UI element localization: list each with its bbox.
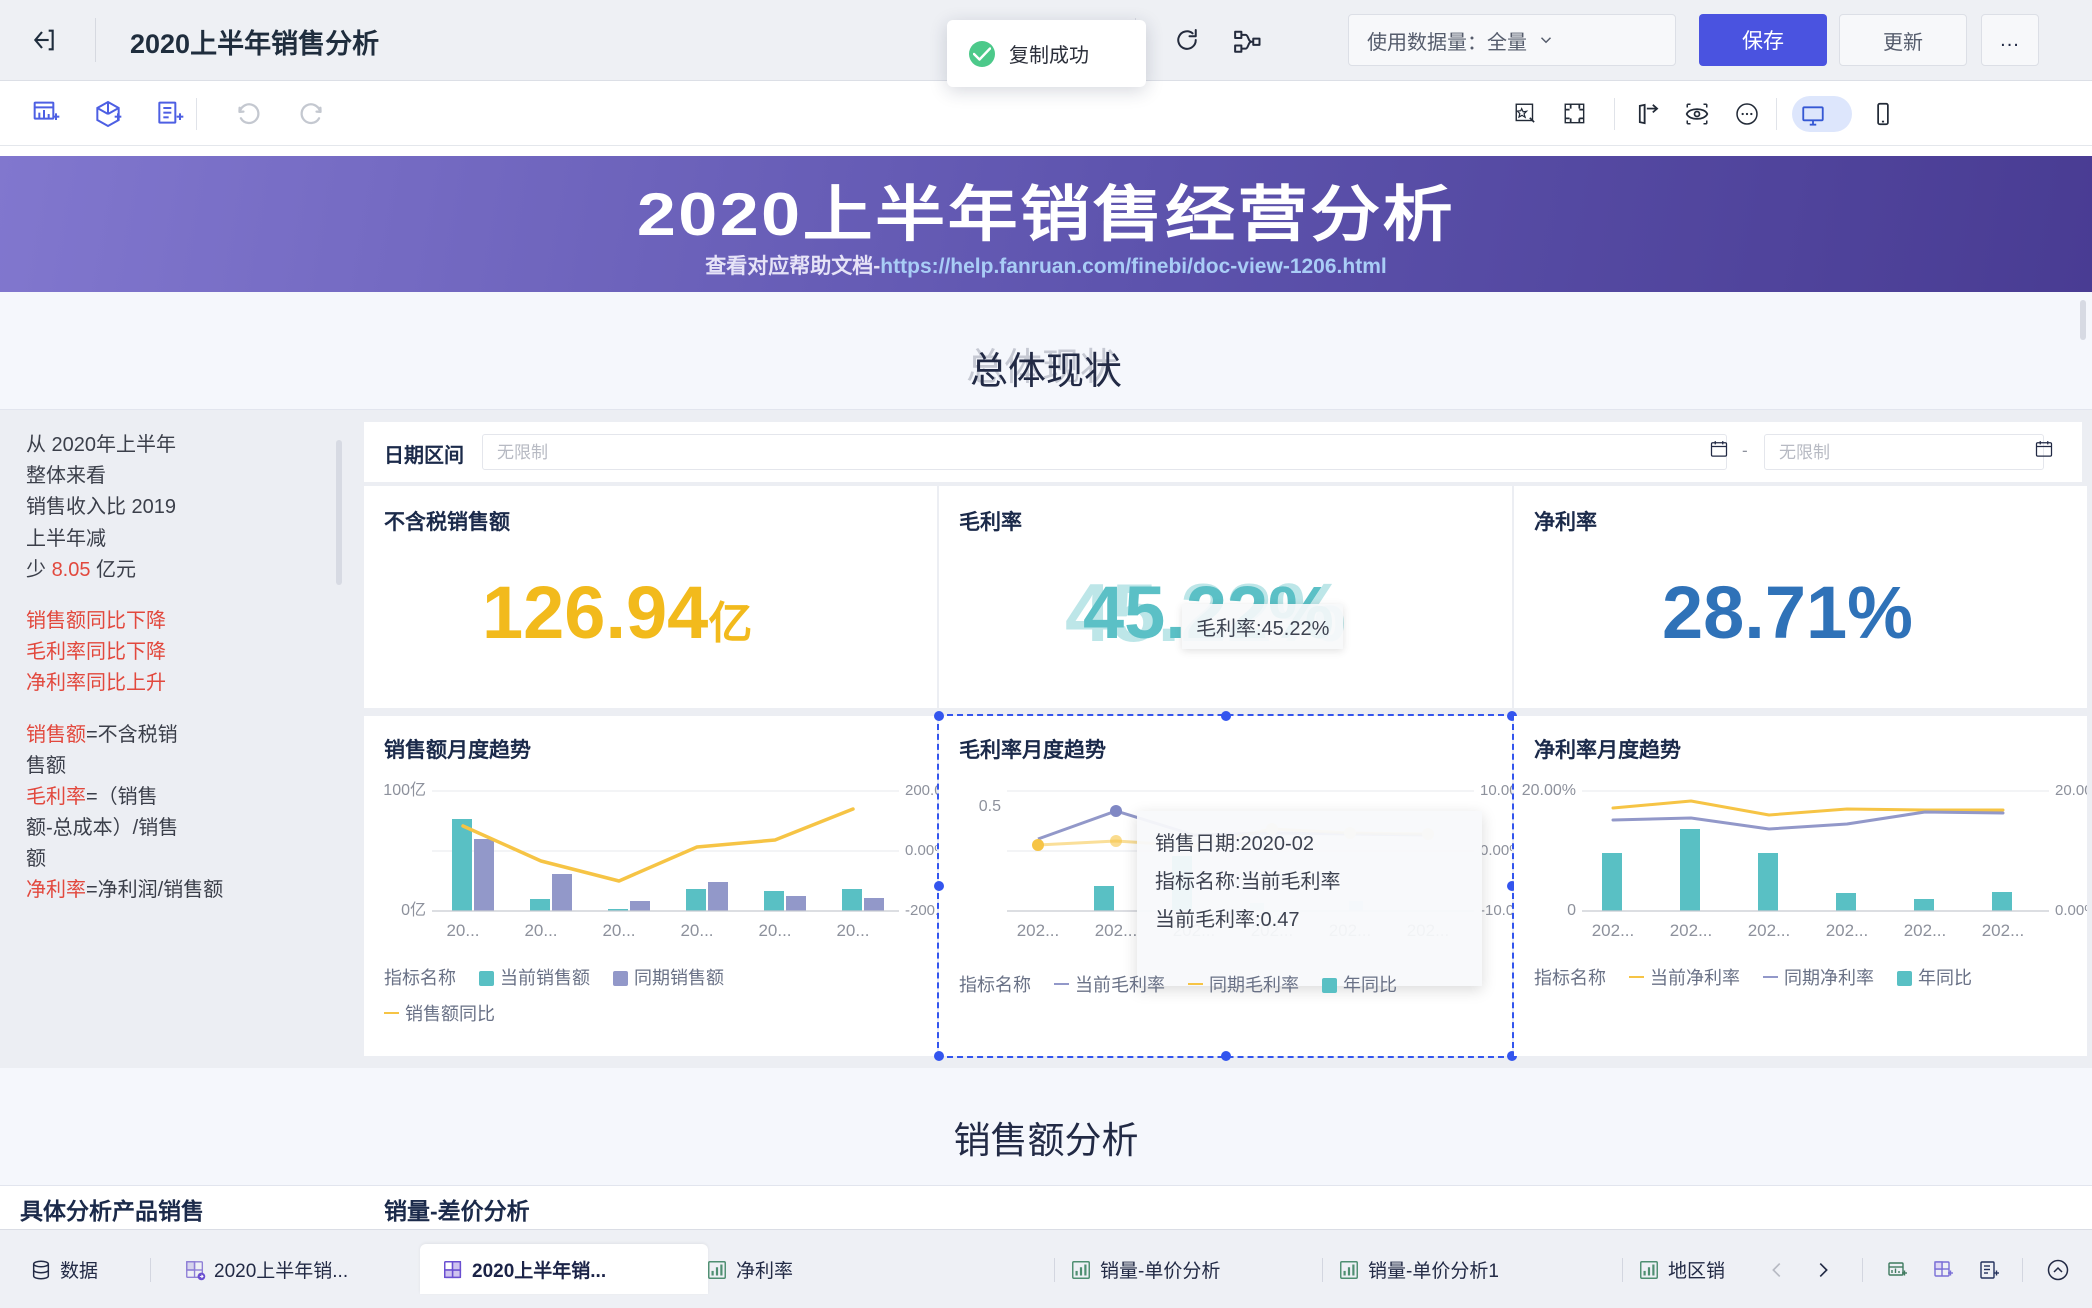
svg-text:0.00%: 0.00% <box>2055 902 2087 919</box>
svg-text:0: 0 <box>1567 902 1576 919</box>
svg-text:200.00%: 200.00% <box>905 782 937 799</box>
svg-text:202...: 202... <box>1592 921 1635 940</box>
svg-text:0亿: 0亿 <box>401 901 426 919</box>
svg-text:0.00%: 0.00% <box>1480 842 1512 859</box>
svg-text:20.00%: 20.00% <box>1522 782 1576 799</box>
svg-text:100亿: 100亿 <box>383 781 426 799</box>
svg-text:20...: 20... <box>524 921 557 940</box>
svg-text:202...: 202... <box>1826 921 1869 940</box>
svg-text:0.5: 0.5 <box>979 798 1001 815</box>
svg-text:20...: 20... <box>680 921 713 940</box>
svg-text:-10.00%: -10.00% <box>1480 902 1512 919</box>
svg-text:10.00%: 10.00% <box>1480 782 1512 799</box>
svg-text:20.00%: 20.00% <box>2055 782 2087 799</box>
svg-text:20...: 20... <box>602 921 635 940</box>
svg-text:20...: 20... <box>836 921 869 940</box>
svg-text:20...: 20... <box>446 921 479 940</box>
svg-text:202...: 202... <box>1095 921 1138 940</box>
svg-text:202...: 202... <box>1670 921 1713 940</box>
svg-text:202...: 202... <box>1904 921 1947 940</box>
svg-text:-200.00%: -200.00% <box>905 902 937 919</box>
svg-text:0.00%: 0.00% <box>905 842 937 859</box>
svg-text:202...: 202... <box>1748 921 1791 940</box>
svg-text:202...: 202... <box>1017 921 1060 940</box>
svg-text:202...: 202... <box>1982 921 2025 940</box>
svg-text:20...: 20... <box>758 921 791 940</box>
